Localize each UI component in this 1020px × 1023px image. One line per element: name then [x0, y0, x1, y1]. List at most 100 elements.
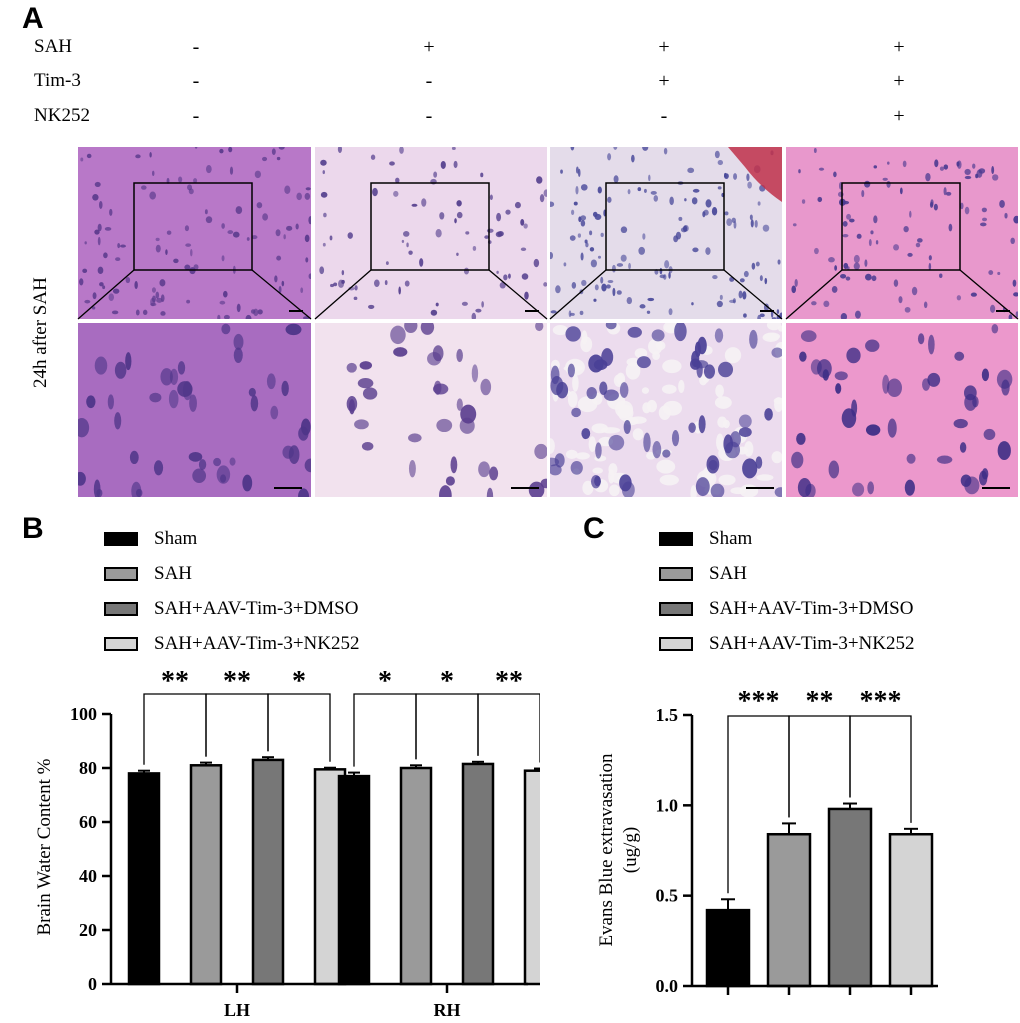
cell-nucleus [250, 395, 259, 412]
cell-nucleus [177, 361, 186, 375]
legend-swatch [104, 532, 138, 546]
cell-nucleus [945, 191, 952, 196]
cell-nucleus [642, 147, 649, 151]
legend-label: SAH+AAV-Tim-3+NK252 [709, 633, 915, 654]
cell-nucleus [608, 434, 625, 451]
cell-nucleus [600, 276, 604, 284]
significance-label: ** [161, 666, 189, 697]
legend-swatch [659, 602, 693, 616]
bar [705, 908, 751, 988]
significance-label: * [292, 666, 306, 697]
cell-nucleus [160, 311, 166, 316]
cell-nucleus [523, 223, 528, 229]
cell-nucleus [964, 175, 972, 180]
cell-nucleus [86, 395, 96, 409]
cell-nucleus [223, 290, 228, 298]
hemorrhage-region [728, 147, 782, 202]
evans-blue-chart: Evans Blue extravasation (ug/g) 0.0 0.5 1.… [596, 686, 938, 996]
cell-nucleus [84, 241, 87, 245]
cell-nucleus [580, 184, 588, 191]
cell-nucleus [939, 273, 943, 278]
cell-nucleus [791, 451, 804, 469]
legend-label: SAH+AAV-Tim-3+DMSO [709, 598, 914, 619]
bar [189, 764, 223, 986]
bars [127, 756, 540, 986]
cell-nucleus [960, 202, 964, 210]
cell-nucleus [435, 228, 442, 238]
cell-nucleus [595, 442, 602, 459]
cell-nucleus [873, 165, 878, 169]
cell-nucleus [333, 282, 338, 287]
panel-c-letter: C [583, 512, 605, 545]
histology-tile-high [550, 323, 782, 497]
cell-nucleus [399, 147, 404, 154]
cell-nucleus [150, 302, 157, 307]
cell-nucleus [861, 190, 865, 198]
cell-nucleus [650, 190, 657, 195]
cell-nucleus [1013, 215, 1018, 224]
cell-nucleus [999, 199, 1005, 208]
cell-nucleus [997, 271, 1001, 275]
cell-nucleus [887, 161, 890, 165]
cell-nucleus [712, 275, 718, 280]
legend-label: SAH+AAV-Tim-3+NK252 [154, 633, 360, 654]
cell-nucleus [99, 282, 104, 287]
cell-nucleus [902, 160, 907, 168]
legend-swatch [104, 637, 138, 651]
cell-nucleus [496, 212, 502, 222]
cell-nucleus [991, 166, 995, 175]
cell-nucleus [917, 238, 923, 243]
cell-nucleus [304, 458, 311, 473]
cell-nucleus [907, 252, 913, 257]
sign: + [893, 36, 905, 58]
zoom-connectors [77, 269, 1019, 320]
cell-nucleus [954, 351, 965, 361]
cell-nucleus [514, 201, 521, 209]
zoom-connector-line [77, 269, 135, 320]
cell-nucleus [97, 236, 101, 246]
cell-nucleus [120, 244, 126, 248]
vacuole [766, 323, 782, 331]
cell-nucleus [846, 347, 861, 364]
cell-nucleus [585, 242, 589, 248]
cell-nucleus [644, 188, 647, 193]
cell-nucleus [78, 471, 86, 486]
cell-nucleus [257, 309, 263, 315]
cell-nucleus [554, 453, 565, 468]
zoom-box [605, 182, 725, 271]
cell-nucleus [581, 428, 591, 440]
cell-nucleus [601, 283, 607, 292]
cell-nucleus [813, 147, 817, 154]
cell-nucleus [453, 160, 458, 169]
cell-nucleus [155, 244, 161, 253]
cell-nucleus [204, 209, 208, 215]
cell-nucleus [791, 285, 797, 294]
histology-tile-high [315, 323, 547, 497]
cell-nucleus [739, 278, 745, 283]
cell-nucleus [256, 202, 263, 209]
cell-nucleus [373, 279, 380, 288]
bar [523, 769, 540, 986]
vacuole [648, 338, 663, 355]
cell-nucleus [647, 297, 655, 302]
tissue-image [78, 323, 311, 497]
cell-nucleus [692, 247, 699, 253]
cell-nucleus [219, 300, 226, 305]
cell-nucleus [112, 288, 120, 294]
cell-nucleus [964, 206, 970, 215]
cell-nucleus [305, 257, 309, 263]
cell-nucleus [125, 276, 131, 284]
cell-nucleus [811, 301, 817, 306]
cell-nucleus [834, 265, 838, 271]
cell-nucleus [671, 430, 680, 447]
cell-nucleus [94, 229, 100, 235]
cell-nucleus [724, 441, 741, 459]
cell-nucleus [165, 249, 168, 256]
cell-nucleus [430, 309, 438, 316]
cell-nucleus [346, 362, 357, 373]
cell-nucleus [286, 225, 293, 231]
cell-nucleus [673, 235, 679, 243]
cell-nucleus [573, 201, 578, 206]
cell-nucleus [465, 231, 470, 235]
cell-nucleus [688, 422, 696, 433]
